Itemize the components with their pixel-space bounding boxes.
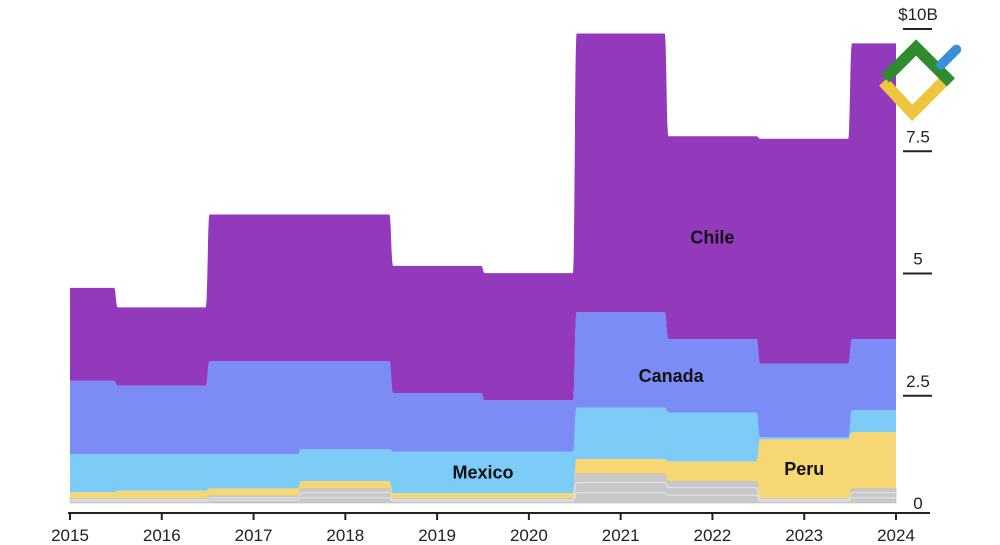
- logo-blue-stroke: [936, 44, 962, 70]
- x-tick-label-2016: 2016: [143, 526, 181, 545]
- series-label-chile: Chile: [690, 228, 734, 248]
- x-tick-label-2021: 2021: [602, 526, 640, 545]
- x-tick-label-2022: 2022: [694, 526, 732, 545]
- y-tick-label-7-5: 7.5: [906, 127, 930, 146]
- y-tick-label-5: 5: [913, 250, 922, 269]
- series-areas: [69, 33, 897, 504]
- area-canada: [70, 312, 896, 455]
- x-tick-label-2019: 2019: [418, 526, 456, 545]
- area-peru: [70, 432, 896, 499]
- series-label-mexico: Mexico: [452, 462, 513, 482]
- series-label-canada: Canada: [639, 366, 705, 386]
- x-tick-label-2015: 2015: [51, 526, 89, 545]
- x-tick-label-2023: 2023: [785, 526, 823, 545]
- y-tick-label-2-5: 2.5: [906, 372, 930, 391]
- y-tick-label-10: $10B: [898, 5, 938, 24]
- x-tick-label-2020: 2020: [510, 526, 548, 545]
- area-mexico: [70, 407, 896, 494]
- y-axis: 0 2.5 5 7.5 $10B: [898, 5, 938, 513]
- x-tick-label-2018: 2018: [326, 526, 364, 545]
- series-label-peru: Peru: [784, 459, 824, 479]
- y-tick-label-0: 0: [913, 494, 922, 513]
- x-tick-label-2017: 2017: [235, 526, 273, 545]
- brand-logo-icon: [879, 39, 962, 122]
- logo-green-chevron: [881, 39, 955, 87]
- logo-yellow-chevron: [879, 72, 954, 122]
- series-labels: Peru Mexico Canada Chile: [452, 228, 824, 483]
- x-axis: 2015 2016 2017 2018 2019 2020 2021 2022 2023 2024: [51, 512, 930, 545]
- area-chile: [70, 33, 896, 401]
- x-tick-label-2024: 2024: [877, 526, 915, 545]
- minor-country-line-2: [70, 481, 896, 501]
- minor-country-line-1: [70, 492, 896, 502]
